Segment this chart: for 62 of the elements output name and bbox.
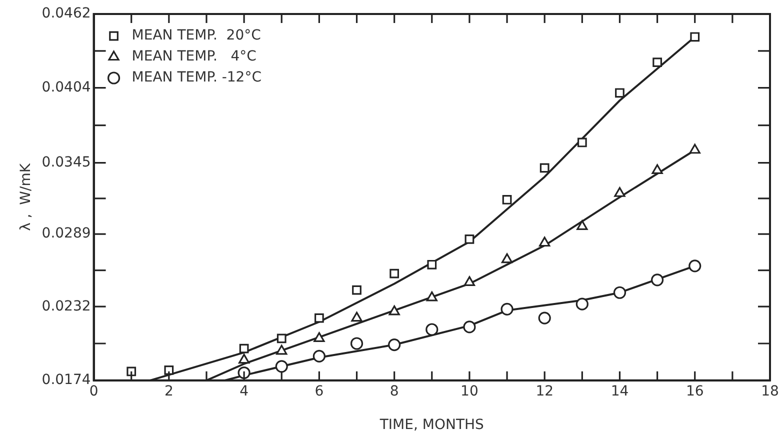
point [276,344,288,355]
point [577,138,587,148]
point [314,313,324,323]
point [463,320,476,334]
legend-label: MEAN TEMP. -12°C [132,70,262,86]
y-tick-label: 0.0404 [42,79,91,96]
point [388,305,400,316]
point [312,350,326,363]
point [126,366,136,376]
point [539,236,550,247]
legend-label: MEAN TEMP. 4°C [132,48,257,65]
y-tick-label: 0.0232 [42,298,91,314]
point [388,338,401,352]
y-tick-label: 0.0289 [42,226,91,242]
point [464,276,476,286]
point [390,268,400,278]
point [650,274,664,286]
point [314,332,325,342]
point [276,334,286,344]
y-tick-label: 0.0462 [42,6,91,22]
x-tick-label: 14 [610,383,629,400]
x-axis-title: TIME, MONTHS [378,417,484,434]
point [540,163,550,173]
x-tick-label: 2 [164,383,174,400]
point [350,337,364,350]
point [615,88,624,98]
y-axis-title: λ , W/mK [18,162,34,231]
x-tick-label: 16 [686,383,704,400]
point [352,285,362,295]
x-tick-label: 6 [314,383,324,400]
point [500,302,514,316]
x-tick-label: 0 [89,383,98,400]
x-tick-label: 10 [460,383,478,400]
point [689,144,700,154]
point [426,291,438,302]
point [426,323,438,336]
point [239,344,249,354]
point [164,366,174,375]
x-tick-label: 8 [390,383,399,400]
y-tick-label: 0.0345 [42,154,91,170]
point [538,312,551,324]
y-tick-label: 0.0174 [42,372,91,388]
point [501,253,513,264]
point [688,260,702,272]
point [427,260,437,270]
point [576,298,588,310]
point [614,187,626,197]
point [238,354,250,364]
x-tick-label: 18 [761,383,779,400]
point [652,164,663,174]
legend-label: MEAN TEMP. 20°C [132,28,262,44]
point [238,366,250,380]
point [613,286,626,299]
point [351,312,362,322]
point [690,32,700,42]
x-tick-label: 4 [240,383,249,400]
point [576,220,588,230]
point [502,195,512,204]
x-tick-label: 12 [536,383,554,400]
point [464,234,474,244]
point [652,58,662,68]
point [275,360,288,373]
